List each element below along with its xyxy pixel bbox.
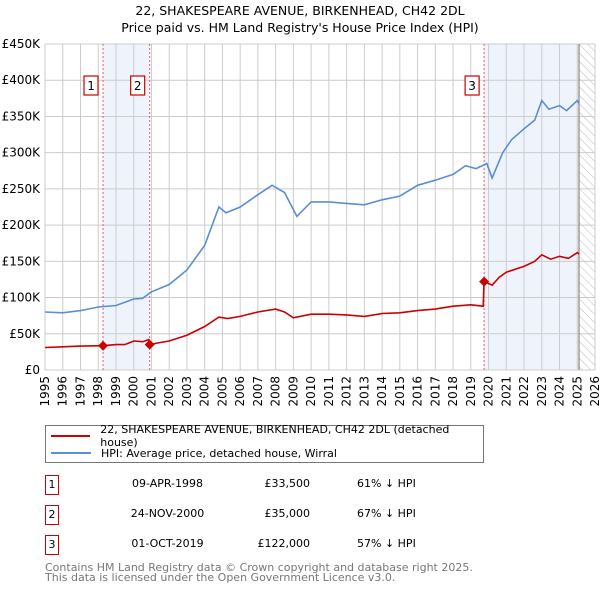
x-tick-label: 2008 xyxy=(269,376,283,407)
x-tick-label: 2025 xyxy=(570,376,584,407)
sale-label-box xyxy=(464,75,480,96)
x-tick-label: 2012 xyxy=(340,376,354,407)
legend-swatch-blue xyxy=(51,452,91,454)
x-tick-label: 2024 xyxy=(553,376,567,407)
y-tick-label: £350K xyxy=(2,109,42,123)
series-line xyxy=(44,251,580,349)
transaction-price: £35,000 xyxy=(264,507,311,520)
legend-item-hpi: HPI: Average price, detached house, Wirr… xyxy=(51,445,337,461)
y-tick-label: £300K xyxy=(2,146,42,160)
y-tick-label: £150K xyxy=(2,254,42,268)
series-line xyxy=(44,98,580,314)
legend-swatch-red xyxy=(51,435,91,437)
x-tick-label: 2014 xyxy=(375,376,389,407)
y-tick-label: £200K xyxy=(2,218,42,232)
y-tick-label: £100K xyxy=(2,291,42,305)
x-tick-label: 1999 xyxy=(109,376,123,407)
x-tick-label: 2000 xyxy=(127,376,141,407)
transaction-date: 24-NOV-2000 xyxy=(130,507,205,520)
x-tick-label: 2002 xyxy=(162,376,176,407)
y-tick-label: £0 xyxy=(25,363,40,377)
transaction-hpi: 57% ↓ HPI xyxy=(357,537,416,550)
x-tick-label: 2006 xyxy=(233,376,247,407)
transaction-row: 2 24-NOV-2000 £35,000 67% ↓ HPI xyxy=(45,505,445,525)
transaction-price: £33,500 xyxy=(264,477,311,490)
legend: 22, SHAKESPEARE AVENUE, BIRKENHEAD, CH42… xyxy=(45,423,484,463)
x-tick-label: 2001 xyxy=(144,376,158,407)
transaction-row: 1 09-APR-1998 £33,500 61% ↓ HPI xyxy=(45,475,445,495)
x-tick-label: 2026 xyxy=(588,376,600,407)
x-tick-label: 2010 xyxy=(304,376,318,407)
y-tick-label: £400K xyxy=(2,73,42,87)
x-tick-label: 1995 xyxy=(38,376,52,407)
y-tick-label: £250K xyxy=(2,182,42,196)
x-tick-label: 2017 xyxy=(428,376,442,407)
shaded-region xyxy=(103,44,150,370)
transaction-hpi: 67% ↓ HPI xyxy=(357,507,416,520)
y-tick-label: £50K xyxy=(9,327,41,341)
sale-label-box xyxy=(130,75,146,96)
legend-label: 22, SHAKESPEARE AVENUE, BIRKENHEAD, CH42… xyxy=(100,423,450,449)
shaded-region xyxy=(484,44,580,370)
footer-licence: This data is licensed under the Open Gov… xyxy=(45,571,396,584)
future-hatch xyxy=(579,44,595,370)
transaction-hpi: 61% ↓ HPI xyxy=(357,477,416,490)
x-tick-label: 2003 xyxy=(180,376,194,407)
sale-label: 3 xyxy=(468,79,476,93)
sale-point xyxy=(98,340,109,351)
transaction-number: 2 xyxy=(45,505,59,525)
x-tick-label: 2007 xyxy=(251,376,265,407)
x-tick-label: 2022 xyxy=(517,376,531,407)
sale-point xyxy=(144,339,155,350)
legend-item-property: 22, SHAKESPEARE AVENUE, BIRKENHEAD, CH42… xyxy=(51,423,483,449)
sale-label: 1 xyxy=(87,79,95,93)
x-tick-label: 1997 xyxy=(73,376,87,407)
sale-point xyxy=(479,276,490,287)
x-tick-label: 1996 xyxy=(56,376,70,407)
legend-label: HPI: Average price, detached house, Wirr… xyxy=(101,446,337,460)
y-tick-label: £450K xyxy=(2,37,42,51)
x-tick-label: 2015 xyxy=(393,376,407,407)
x-tick-label: 2018 xyxy=(446,376,460,407)
x-tick-label: 2004 xyxy=(198,376,212,407)
transaction-number: 3 xyxy=(45,535,59,555)
transaction-row: 3 01-OCT-2019 £122,000 57% ↓ HPI xyxy=(45,535,445,555)
x-tick-label: 2023 xyxy=(535,376,549,407)
transaction-number: 1 xyxy=(45,475,59,495)
sale-label-box xyxy=(83,75,99,96)
sale-label: 2 xyxy=(134,79,142,93)
x-tick-label: 2020 xyxy=(482,376,496,407)
footer-copyright: Contains HM Land Registry data © Crown c… xyxy=(45,561,473,574)
x-tick-label: 1998 xyxy=(91,376,105,407)
chart-title: 22, SHAKESPEARE AVENUE, BIRKENHEAD, CH42… xyxy=(135,3,465,18)
x-tick-label: 2011 xyxy=(322,376,336,407)
x-tick-label: 2005 xyxy=(215,376,229,407)
price-chart: £0 £50K £100K £150K £200K £250K £300K £350K £400… xyxy=(2,37,600,407)
transaction-price: £122,000 xyxy=(257,537,311,550)
transaction-date: 09-APR-1998 xyxy=(131,477,204,490)
x-tick-label: 2013 xyxy=(357,376,371,407)
transaction-date: 01-OCT-2019 xyxy=(131,537,204,550)
chart-subtitle: Price paid vs. HM Land Registry's House … xyxy=(121,20,479,35)
x-tick-label: 2019 xyxy=(464,376,478,407)
x-tick-label: 2016 xyxy=(411,376,425,407)
x-tick-label: 2009 xyxy=(286,376,300,407)
x-tick-label: 2021 xyxy=(499,376,513,407)
